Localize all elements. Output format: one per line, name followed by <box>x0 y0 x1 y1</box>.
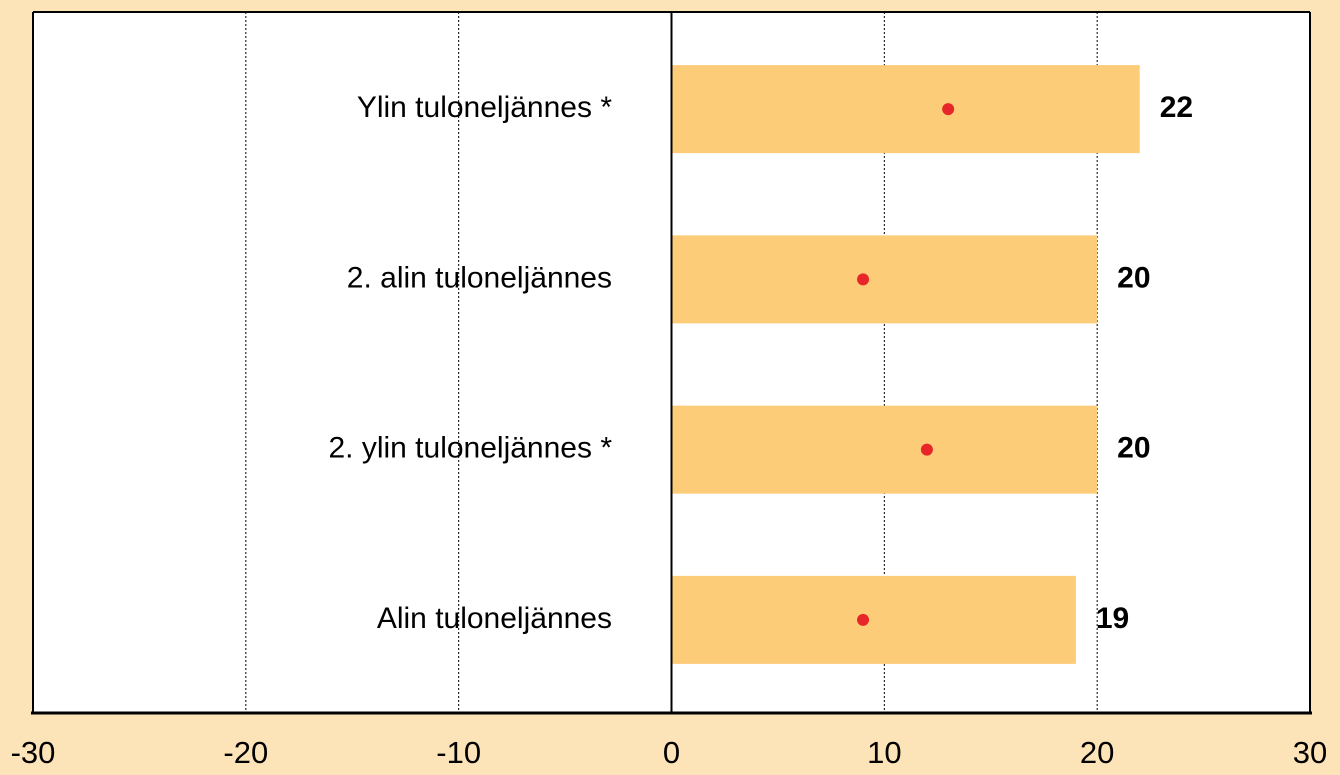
bar <box>671 65 1140 154</box>
bar <box>671 235 1098 324</box>
category-label: 2. alin tuloneljännes <box>347 261 612 294</box>
x-tick-label: -30 <box>11 735 56 770</box>
dot-marker <box>857 613 870 626</box>
x-tick-label: 0 <box>663 735 680 770</box>
value-label: 20 <box>1117 432 1150 465</box>
value-label: 20 <box>1117 261 1150 294</box>
dot-marker <box>942 103 955 116</box>
x-tick-label: 30 <box>1293 735 1327 770</box>
category-label: Alin tuloneljännes <box>377 602 612 635</box>
x-tick-label: 10 <box>867 735 901 770</box>
category-label: 2. ylin tuloneljännes * <box>328 432 612 465</box>
value-label: 19 <box>1096 602 1129 635</box>
dot-marker <box>857 273 870 286</box>
x-tick-label: 20 <box>1080 735 1114 770</box>
value-label: 22 <box>1160 91 1193 124</box>
x-tick-label: -20 <box>223 735 268 770</box>
bar <box>671 405 1098 494</box>
dot-marker <box>920 443 933 456</box>
bar <box>671 575 1076 664</box>
x-tick-label: -10 <box>436 735 481 770</box>
category-label: Ylin tuloneljännes * <box>357 91 613 124</box>
